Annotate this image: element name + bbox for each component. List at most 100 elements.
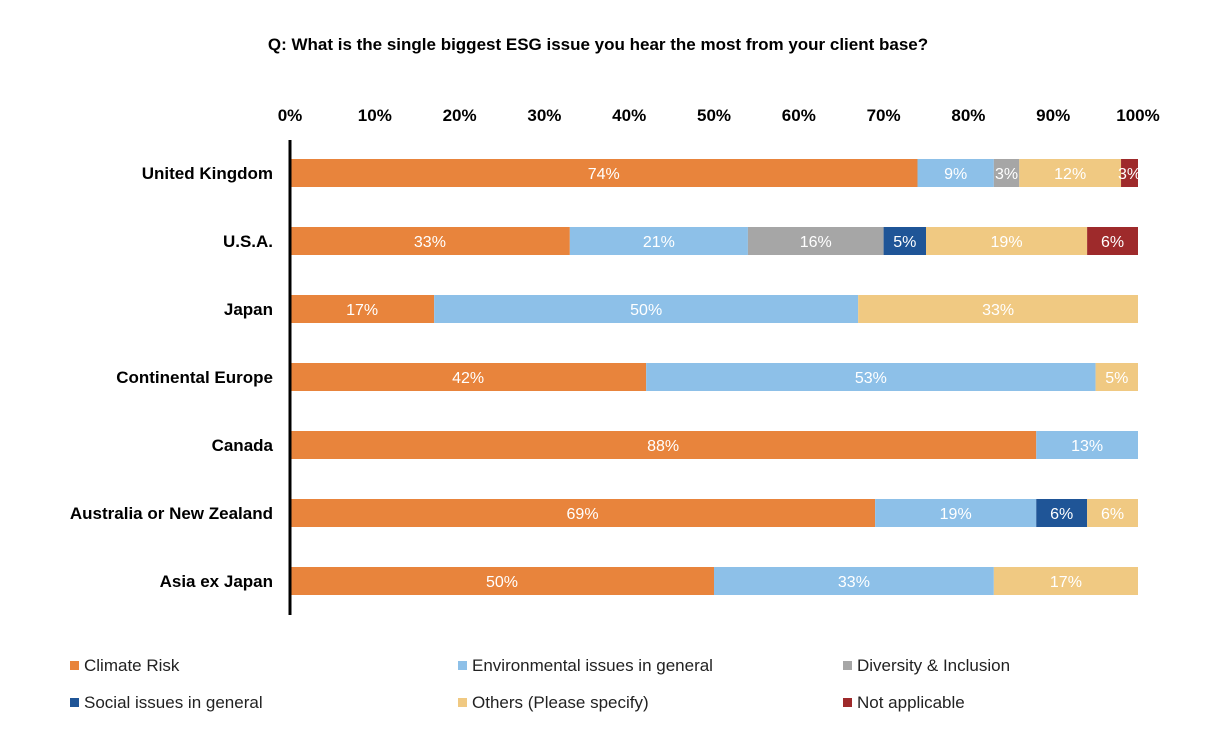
data-label: 33% [982,302,1014,319]
legend-swatch [70,698,79,707]
bar-segment [290,567,714,595]
data-label: 12% [1054,166,1086,183]
bar-segment [858,295,1138,323]
data-label: 6% [1101,506,1124,523]
x-tick-label: 40% [612,106,646,125]
legend-item: Diversity & Inclusion [843,656,1010,675]
x-tick-label: 70% [867,106,901,125]
data-label: 88% [647,438,679,455]
data-label: 42% [452,370,484,387]
data-label: 5% [893,234,916,251]
category-label: United Kingdom [142,164,273,183]
legend-item: Environmental issues in general [458,656,713,675]
data-label: 50% [486,574,518,591]
bar-segment [926,227,1088,255]
legend-item: Climate Risk [70,656,180,675]
category-label: Asia ex Japan [160,572,273,591]
bar-row: 50% 33% 17% [290,567,1138,595]
bars-group: 74% 9% 3% 12% 3% 33% 21% 16% 5% 19% 6% 17% 50% 33% 42%… [290,159,1141,595]
bar-segment [290,363,647,391]
data-label: 33% [838,574,870,591]
legend-item: Not applicable [843,693,965,712]
category-label: Canada [212,436,274,455]
bar-segment [290,227,570,255]
bar-segment [290,295,435,323]
chart-title: Q: What is the single biggest ESG issue … [268,35,928,54]
category-label: U.S.A. [223,232,273,251]
bar-row: 74% 9% 3% 12% 3% [290,159,1141,187]
legend-label: Diversity & Inclusion [857,656,1010,675]
data-label: 53% [855,370,887,387]
bar-segment [434,295,859,323]
legend-label: Climate Risk [84,656,180,675]
legend-item: Social issues in general [70,693,263,712]
data-label: 13% [1071,438,1103,455]
bar-segment [290,159,918,187]
bar-row: 88% 13% [290,431,1138,459]
bar-segment [646,363,1096,391]
data-label: 21% [643,234,675,251]
bar-segment [1087,227,1138,255]
legend-label: Others (Please specify) [472,693,649,712]
legend-label: Not applicable [857,693,965,712]
x-tick-label: 100% [1116,106,1159,125]
data-label: 3% [995,166,1018,183]
bar-row: 69% 19% 6% 6% [290,499,1138,527]
data-label: 3% [1118,166,1141,183]
bar-segment [1095,363,1138,391]
legend-swatch [70,661,79,670]
bar-segment [569,227,748,255]
bar-segment [714,567,994,595]
bar-segment [1087,499,1138,527]
bar-segment [1036,431,1138,459]
bar-segment [1036,499,1088,527]
legend-swatch [843,698,852,707]
category-label: Japan [224,300,273,319]
legend-label: Environmental issues in general [472,656,713,675]
bar-segment [747,227,884,255]
x-tick-label: 50% [697,106,731,125]
bar-segment [883,227,926,255]
data-label: 19% [991,234,1023,251]
bar-row: 17% 50% 33% [290,295,1138,323]
data-label: 5% [1105,370,1128,387]
legend-swatch [458,698,467,707]
data-label: 17% [1050,574,1082,591]
x-tick-label: 80% [951,106,985,125]
data-label: 6% [1050,506,1073,523]
bar-segment [875,499,1037,527]
category-labels: United Kingdom U.S.A. Japan Continental Eur… [70,164,274,591]
legend-item: Others (Please specify) [458,693,649,712]
data-label: 9% [944,166,967,183]
data-label: 33% [414,234,446,251]
category-label: Australia or New Zealand [70,504,273,523]
bar-segment [993,567,1138,595]
x-tick-label: 0% [278,106,303,125]
x-tick-label: 90% [1036,106,1070,125]
data-label: 50% [630,302,662,319]
data-label: 74% [588,166,620,183]
bar-segment [1019,159,1122,187]
bar-segment [290,431,1037,459]
bar-row: 33% 21% 16% 5% 19% 6% [290,227,1138,255]
x-axis-ticks: 0% 10% 20% 30% 40% 50% 60% 70% 80% 90% 100% [278,106,1160,125]
bar-segment [993,159,1020,187]
data-label: 19% [940,506,972,523]
bar-segment [1121,159,1138,187]
data-label: 69% [567,506,599,523]
bar-segment [290,499,876,527]
category-label: Continental Europe [116,368,273,387]
legend: Climate Risk Environmental issues in gene… [70,656,1010,712]
x-tick-label: 10% [358,106,392,125]
data-label: 17% [346,302,378,319]
legend-swatch [843,661,852,670]
x-tick-label: 30% [527,106,561,125]
data-label: 6% [1101,234,1124,251]
legend-label: Social issues in general [84,693,263,712]
legend-swatch [458,661,467,670]
bar-row: 42% 53% 5% [290,363,1138,391]
bar-segment [917,159,994,187]
data-label: 16% [800,234,832,251]
